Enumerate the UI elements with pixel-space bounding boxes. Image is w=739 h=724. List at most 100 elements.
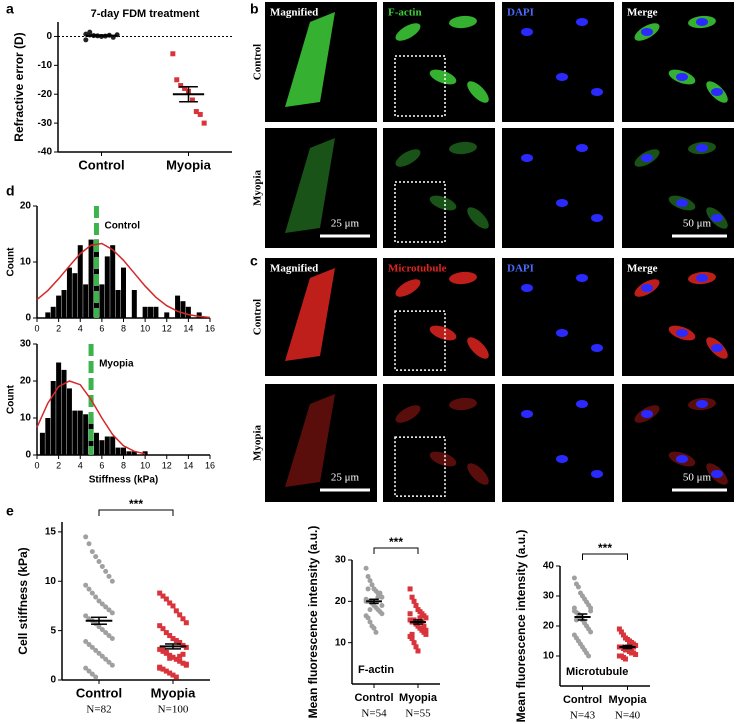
- cell: [285, 394, 335, 487]
- data-point: [106, 573, 112, 579]
- data-point: [109, 662, 115, 668]
- x-tick-label: 8: [121, 460, 126, 470]
- nucleus: [591, 470, 603, 478]
- data-point: [163, 596, 169, 602]
- data-point: [96, 624, 102, 630]
- cell: [395, 149, 421, 167]
- x-tick-label: Myopia: [399, 692, 438, 704]
- y-tick-label: 5: [50, 625, 56, 636]
- x-tick-label: 16: [205, 323, 215, 333]
- data-point: [163, 630, 169, 636]
- bar: [164, 312, 170, 318]
- data-point: [83, 638, 89, 644]
- cell: [395, 23, 421, 41]
- x-tick-label: Control: [78, 157, 124, 172]
- nucleus: [556, 73, 568, 81]
- nucleus: [576, 274, 588, 282]
- micrograph: [383, 258, 495, 376]
- data-point: [93, 647, 99, 653]
- data-point: [177, 639, 183, 645]
- data-point: [170, 603, 176, 609]
- panel-letter: a: [6, 1, 14, 17]
- y-tick-label: 0: [25, 313, 31, 324]
- scale-label: 50 μm: [683, 472, 712, 484]
- cell: [467, 463, 489, 485]
- significance-bracket: [98, 509, 174, 516]
- cell-shapes: [634, 141, 728, 229]
- cell: [429, 195, 457, 211]
- micrograph: [265, 128, 377, 248]
- data-point: [173, 638, 179, 643]
- data-point: [86, 586, 92, 592]
- nucleus: [591, 344, 603, 352]
- data-point: [365, 615, 371, 621]
- y-axis-title: Cell stiffness (kPa): [16, 547, 30, 654]
- bar: [93, 432, 99, 455]
- data-point: [167, 670, 173, 676]
- data-point: [89, 590, 95, 596]
- bar: [99, 440, 105, 455]
- cell-shapes: [634, 271, 728, 359]
- bar: [115, 290, 121, 318]
- bar: [61, 290, 67, 318]
- data-point: [96, 559, 102, 564]
- y-tick-label: -40: [38, 147, 53, 158]
- y-tick-label: 0: [46, 31, 52, 42]
- bar: [83, 414, 89, 455]
- data-point: [103, 630, 109, 636]
- x-tick-label: 10: [140, 460, 150, 470]
- bar: [126, 451, 132, 455]
- data-point: [99, 653, 105, 659]
- y-tick-label: 10: [335, 637, 347, 648]
- data-point: [167, 600, 173, 606]
- data-point: [197, 111, 203, 117]
- micrograph: [502, 384, 614, 502]
- data-point: [160, 626, 166, 632]
- n-label: N=43: [570, 710, 596, 722]
- row-label: Control: [252, 44, 264, 80]
- data-point: [83, 534, 89, 540]
- x-tick-label: 6: [99, 323, 104, 333]
- data-point: [365, 586, 371, 592]
- bar: [45, 418, 51, 455]
- nucleus: [591, 214, 603, 222]
- y-tick-label: 10: [20, 257, 32, 268]
- nucleus: [521, 28, 533, 36]
- bar: [175, 295, 181, 318]
- micrograph: [502, 258, 614, 376]
- nucleus: [711, 214, 723, 222]
- x-tick-label: 10: [140, 323, 150, 333]
- panel-letter: c: [250, 253, 258, 269]
- data-point: [93, 594, 99, 600]
- data-point: [86, 641, 92, 647]
- y-axis-title: Count: [6, 247, 17, 277]
- data-point: [170, 51, 176, 57]
- micrograph: [383, 128, 495, 248]
- nucleus: [591, 88, 603, 96]
- data-point: [201, 120, 207, 126]
- data-point: [160, 666, 166, 672]
- micrograph: [383, 384, 495, 502]
- data-point: [167, 655, 173, 661]
- data-point: [163, 649, 169, 655]
- n-label: N=54: [361, 708, 387, 720]
- y-axis-title: Refractive error (D): [12, 32, 26, 141]
- micrograph: [502, 128, 614, 248]
- data-point: [415, 648, 421, 654]
- data-point: [89, 671, 95, 677]
- data-point: [367, 578, 373, 584]
- data-point: [83, 613, 89, 619]
- data-point: [160, 593, 166, 599]
- data-point: [421, 623, 427, 629]
- column-label: Microtubule: [388, 263, 447, 275]
- data-point: [157, 646, 163, 652]
- bar: [99, 284, 105, 318]
- significance: ***: [598, 541, 612, 555]
- data-point: [103, 568, 109, 574]
- bar: [180, 301, 186, 318]
- data-point: [173, 656, 179, 662]
- y-axis-title: Mean fluorescence intensity (a.u.): [514, 530, 528, 723]
- data-point: [157, 665, 163, 671]
- nucleus: [711, 88, 723, 96]
- data-point: [407, 586, 413, 592]
